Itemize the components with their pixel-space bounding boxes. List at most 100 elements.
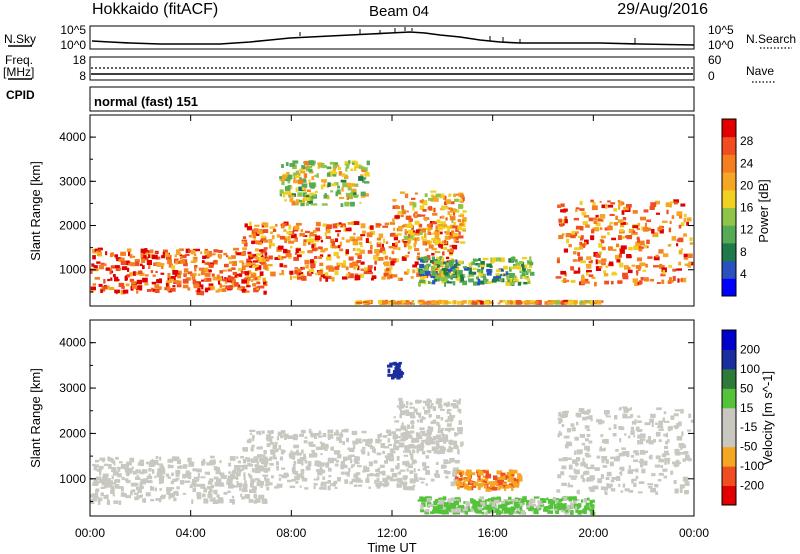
power-cell-region-5 [680, 248, 684, 251]
velocity-cell-region-1 [293, 433, 297, 438]
velocity-cell-region-5 [663, 411, 667, 415]
power-cell-region-5 [580, 235, 584, 240]
velocity-cell-region-5 [566, 428, 572, 433]
power-cell-region-2 [449, 216, 456, 221]
velocity-cell-region-4 [487, 498, 494, 501]
velocity-cell-region-1 [296, 452, 302, 456]
power-cell-region-1 [349, 262, 354, 268]
power-cell-region-6 [515, 300, 522, 305]
velocity-data [90, 361, 694, 515]
power-cell-region-1 [305, 265, 309, 269]
power-cell-region-6 [573, 302, 577, 305]
velocity-cell-region-1 [352, 444, 356, 450]
power-cell-region-2 [404, 231, 407, 235]
power-cell-region-2 [458, 235, 464, 239]
velocity-cell-region-2 [443, 439, 447, 444]
velocity-cell-region-5 [673, 480, 677, 484]
velocity-cell-region-1 [277, 431, 283, 437]
power-cell-region-1 [444, 235, 451, 240]
power-cell-region-1 [348, 256, 354, 261]
velocity-cell-region-0 [94, 464, 99, 468]
power-cell-region-1 [267, 264, 273, 267]
power-cell-region-0 [121, 285, 125, 289]
velocity-cell-region-1 [348, 455, 352, 459]
power-cell-region-0 [185, 248, 190, 254]
power-cell-region-1 [375, 253, 380, 256]
velocity-cell-region-3 [470, 481, 476, 485]
power-cell-region-1 [264, 222, 269, 228]
power-cell-region-4 [463, 267, 470, 271]
velocity-cell-region-3 [467, 478, 470, 482]
power-cell-region-0 [200, 251, 203, 255]
velocity-cell-region-1 [445, 434, 449, 439]
velocity-cell-region-0 [236, 469, 242, 473]
velocity-cell-region-0 [131, 466, 134, 469]
velocity-cell-region-2 [443, 402, 447, 406]
velocity-cbar-tick: -100 [740, 459, 764, 473]
power-cell-region-1 [453, 235, 459, 241]
power-cell-region-0 [206, 253, 211, 258]
velocity-cell-region-0 [102, 476, 108, 481]
power-cbar-swatch [722, 242, 736, 262]
power-cell-region-4 [499, 257, 505, 263]
velocity-cell-region-4 [447, 500, 453, 506]
power-cell-region-1 [338, 222, 342, 226]
velocity-cell-region-1 [304, 487, 309, 490]
velocity-cell-region-0 [165, 473, 170, 477]
power-cell-region-5 [590, 235, 595, 241]
power-cell-region-5 [646, 219, 652, 223]
velocity-cell-region-0 [235, 475, 239, 480]
power-cell-region-3 [346, 182, 351, 188]
power-cell-region-5 [615, 215, 618, 220]
power-cell-region-5 [643, 209, 649, 213]
power-cell-region-1 [376, 237, 382, 241]
power-cell-region-5 [621, 201, 625, 205]
power-cell-region-0 [204, 267, 209, 273]
velocity-cell-region-5 [562, 457, 568, 462]
power-cell-region-1 [315, 221, 321, 227]
power-cell-region-5 [668, 264, 672, 268]
power-cell-region-5 [686, 221, 689, 226]
power-cell-region-4 [455, 259, 458, 264]
velocity-cell-region-1 [395, 465, 400, 470]
power-cell-region-2 [454, 198, 459, 202]
velocity-cell-region-1 [292, 471, 299, 475]
velocity-cell-region-1 [437, 429, 443, 434]
velocity-cell-region-1 [439, 449, 445, 454]
power-cell-region-5 [673, 199, 679, 203]
velocity-cell-region-2 [432, 436, 437, 441]
power-cell-region-0 [219, 270, 224, 274]
power-cell-region-0 [132, 271, 137, 276]
velocity-cell-region-5 [567, 484, 574, 488]
velocity-cell-region-1 [249, 432, 252, 435]
power-cell-region-1 [271, 235, 275, 240]
velocity-cell-region-1 [269, 442, 275, 445]
power-cell-region-4 [480, 260, 485, 266]
power-cell-region-4 [473, 281, 478, 286]
power-cell-region-1 [294, 269, 298, 275]
power-cell-region-4 [427, 280, 431, 284]
velocity-cell-region-0 [254, 469, 261, 474]
power-cell-region-0 [187, 271, 193, 275]
power-cell-region-6 [457, 300, 461, 305]
velocity-cell-region-1 [301, 449, 304, 454]
power-cell-region-2 [440, 221, 446, 226]
velocity-cell-region-0 [102, 473, 109, 477]
power-cell-region-0 [94, 248, 100, 252]
velocity-cell-region-1 [320, 444, 327, 450]
velocity-cell-region-1 [403, 478, 407, 481]
velocity-cell-region-4 [588, 507, 592, 511]
velocity-cell-region-2 [396, 405, 400, 408]
power-cell-region-5 [678, 224, 682, 229]
power-cell-region-1 [390, 232, 395, 237]
velocity-cell-region-4 [537, 500, 544, 506]
power-cell-region-2 [432, 195, 437, 199]
velocity-cell-region-5 [590, 418, 593, 422]
velocity-cell-region-1 [272, 454, 276, 459]
power-cell-region-4 [429, 259, 433, 264]
velocity-cell-region-3 [517, 473, 521, 476]
power-cell-region-0 [257, 285, 260, 290]
power-cell-region-1 [320, 249, 326, 253]
velocity-cell-region-0 [150, 486, 155, 491]
